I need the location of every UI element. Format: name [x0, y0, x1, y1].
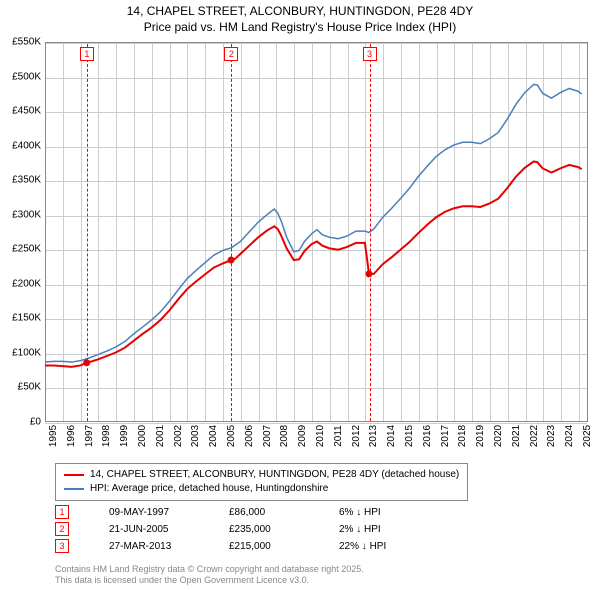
y-tick-label: £0 — [30, 417, 41, 428]
x-tick-label: 2005 — [226, 425, 237, 447]
sale-marker-line — [231, 44, 232, 421]
x-tick-label: 2019 — [475, 425, 486, 447]
footer-attribution: Contains HM Land Registry data © Crown c… — [55, 564, 364, 586]
y-tick-label: £350K — [12, 175, 41, 186]
sale-row-marker: 3 — [55, 539, 69, 553]
sale-row: 2 21-JUN-2005 £235,000 2% ↓ HPI — [55, 522, 419, 536]
sale-marker-box: 1 — [80, 47, 94, 61]
x-tick-label: 2022 — [529, 425, 540, 447]
x-tick-label: 2000 — [137, 425, 148, 447]
x-tick-label: 2011 — [333, 425, 344, 447]
chart-plot-area: 1 2 3 — [45, 42, 588, 422]
footer-line2: This data is licensed under the Open Gov… — [55, 575, 364, 586]
sale-row-diff: 6% ↓ HPI — [339, 507, 419, 518]
series-line-price_paid — [45, 161, 582, 366]
x-tick-label: 2023 — [546, 425, 557, 447]
series-line-hpi — [45, 84, 582, 362]
x-tick-label: 1998 — [101, 425, 112, 447]
sale-row-date: 27-MAR-2013 — [109, 541, 189, 552]
x-tick-label: 1996 — [66, 425, 77, 447]
y-tick-label: £200K — [12, 278, 41, 289]
x-tick-label: 2024 — [564, 425, 575, 447]
title-line1: 14, CHAPEL STREET, ALCONBURY, HUNTINGDON… — [0, 4, 600, 20]
footer-line1: Contains HM Land Registry data © Crown c… — [55, 564, 364, 575]
sale-row-price: £235,000 — [229, 524, 299, 535]
sale-marker-line — [87, 44, 88, 421]
x-tick-label: 2013 — [368, 425, 379, 447]
x-tick-label: 2012 — [351, 425, 362, 447]
legend-row: 14, CHAPEL STREET, ALCONBURY, HUNTINGDON… — [64, 468, 459, 482]
x-axis: 1995 1996 1997 1998 1999 2000 2001 2002 2003 2004… — [45, 424, 588, 459]
y-tick-label: £300K — [12, 209, 41, 220]
x-tick-label: 2014 — [386, 425, 397, 447]
plot-svg — [45, 43, 587, 422]
sale-row-diff: 22% ↓ HPI — [339, 541, 419, 552]
sale-row: 3 27-MAR-2013 £215,000 22% ↓ HPI — [55, 539, 419, 553]
y-tick-label: £50K — [18, 382, 41, 393]
y-tick-label: £250K — [12, 244, 41, 255]
x-tick-label: 2018 — [457, 425, 468, 447]
sales-table: 1 09-MAY-1997 £86,000 6% ↓ HPI 2 21-JUN-2005 £… — [55, 505, 419, 556]
x-tick-label: 2008 — [279, 425, 290, 447]
x-tick-label: 2003 — [190, 425, 201, 447]
x-tick-label: 1999 — [119, 425, 130, 447]
x-tick-label: 2017 — [440, 425, 451, 447]
sale-marker-box: 3 — [363, 47, 377, 61]
x-tick-label: 2004 — [208, 425, 219, 447]
legend: 14, CHAPEL STREET, ALCONBURY, HUNTINGDON… — [55, 463, 468, 501]
x-tick-label: 2010 — [315, 425, 326, 447]
sale-row-marker: 2 — [55, 522, 69, 536]
legend-row: HPI: Average price, detached house, Hunt… — [64, 482, 459, 496]
y-tick-label: £150K — [12, 313, 41, 324]
sale-row-marker: 1 — [55, 505, 69, 519]
x-tick-label: 1995 — [48, 425, 59, 447]
sale-row-date: 09-MAY-1997 — [109, 507, 189, 518]
legend-swatch — [64, 488, 84, 490]
x-tick-label: 2002 — [173, 425, 184, 447]
x-tick-label: 2020 — [493, 425, 504, 447]
x-tick-label: 1997 — [84, 425, 95, 447]
sale-marker-line — [370, 44, 371, 421]
legend-label: HPI: Average price, detached house, Hunt… — [90, 482, 328, 496]
sale-row-price: £86,000 — [229, 507, 299, 518]
y-tick-label: £100K — [12, 347, 41, 358]
sale-row-price: £215,000 — [229, 541, 299, 552]
sale-row: 1 09-MAY-1997 £86,000 6% ↓ HPI — [55, 505, 419, 519]
x-tick-label: 2015 — [404, 425, 415, 447]
x-tick-label: 2025 — [582, 425, 593, 447]
x-tick-label: 2009 — [297, 425, 308, 447]
sale-row-date: 21-JUN-2005 — [109, 524, 189, 535]
x-tick-label: 2001 — [155, 425, 166, 447]
sale-marker-box: 2 — [224, 47, 238, 61]
y-tick-label: £550K — [12, 37, 41, 48]
legend-label: 14, CHAPEL STREET, ALCONBURY, HUNTINGDON… — [90, 468, 459, 482]
title-line2: Price paid vs. HM Land Registry's House … — [0, 20, 600, 36]
x-tick-label: 2007 — [262, 425, 273, 447]
sale-row-diff: 2% ↓ HPI — [339, 524, 419, 535]
x-tick-label: 2006 — [244, 425, 255, 447]
y-axis: £0£50K£100K£150K£200K£250K£300K£350K£400… — [0, 42, 45, 422]
y-tick-label: £500K — [12, 71, 41, 82]
x-tick-label: 2021 — [511, 425, 522, 447]
y-tick-label: £450K — [12, 106, 41, 117]
chart-title: 14, CHAPEL STREET, ALCONBURY, HUNTINGDON… — [0, 0, 600, 35]
y-tick-label: £400K — [12, 140, 41, 151]
x-tick-label: 2016 — [422, 425, 433, 447]
legend-swatch — [64, 474, 84, 476]
